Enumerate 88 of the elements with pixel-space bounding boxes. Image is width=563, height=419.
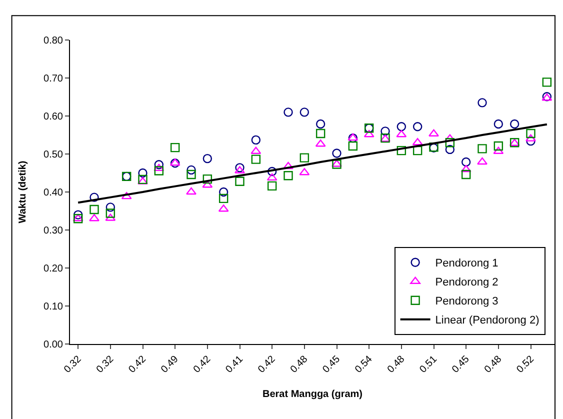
legend-label: Pendorong 3 <box>435 296 498 308</box>
point <box>251 154 261 164</box>
point <box>202 174 212 184</box>
x-axis-title: Berat Mangga (gram) <box>262 388 363 400</box>
x-tick-label: 0.48 <box>386 354 408 376</box>
x-tick-label: 0.45 <box>320 354 343 376</box>
point <box>234 166 245 174</box>
x-tick-label: 0.42 <box>192 354 214 376</box>
point <box>461 157 471 167</box>
point <box>89 214 100 222</box>
point <box>412 146 422 156</box>
point <box>477 157 488 165</box>
point <box>267 166 277 176</box>
x-tick-label: 0.42 <box>126 354 149 376</box>
point <box>284 108 293 117</box>
point <box>428 129 439 136</box>
point <box>106 208 116 218</box>
y-tick-label: 0.40 <box>44 188 64 198</box>
point <box>412 122 422 132</box>
x-tick-label: 0.32 <box>94 354 116 376</box>
point <box>300 108 310 117</box>
point <box>154 164 164 172</box>
point <box>460 164 472 172</box>
x-tick-label: 0.42 <box>256 354 278 376</box>
y-axis-title: Waktu (detik) <box>18 160 29 224</box>
point <box>138 177 148 184</box>
point <box>526 134 536 142</box>
point <box>186 165 196 175</box>
point <box>478 98 487 108</box>
legend-label: Pendorong 1 <box>435 258 498 270</box>
point <box>218 187 228 197</box>
point <box>90 204 99 214</box>
point <box>445 138 455 148</box>
x-tick-label: 0.41 <box>224 354 246 376</box>
point <box>267 181 277 191</box>
point <box>266 173 278 181</box>
point <box>284 171 293 180</box>
x-tick-label: 0.48 <box>288 354 310 376</box>
x-tick-label: 0.51 <box>418 354 440 376</box>
point <box>186 170 196 180</box>
point <box>494 119 504 129</box>
point <box>396 146 406 156</box>
point <box>526 128 536 138</box>
y-tick-label: 0.50 <box>44 150 64 160</box>
point <box>461 170 471 180</box>
point <box>542 78 552 87</box>
y-tick-label: 0.30 <box>44 226 64 236</box>
point <box>332 148 342 158</box>
point <box>235 163 244 172</box>
point <box>283 162 294 170</box>
legend-label: Pendorong 2 <box>435 276 498 289</box>
x-tick-label: 0.54 <box>353 354 376 376</box>
point <box>396 122 406 132</box>
point <box>154 166 164 176</box>
point <box>445 144 455 154</box>
y-tick-label: 0.60 <box>44 112 64 122</box>
point <box>380 126 390 136</box>
point <box>138 168 148 178</box>
y-tick-label: 0.00 <box>44 340 64 350</box>
point <box>106 202 116 212</box>
point <box>154 160 164 170</box>
point <box>526 136 536 146</box>
point <box>170 142 180 152</box>
point <box>494 141 504 151</box>
point <box>510 119 520 129</box>
x-tick-label: 0.45 <box>450 354 472 376</box>
x-tick-label: 0.48 <box>482 354 504 376</box>
y-tick-label: 0.10 <box>44 302 64 312</box>
x-tick-label: 0.49 <box>159 354 182 376</box>
point <box>300 153 310 162</box>
point <box>202 154 212 164</box>
point <box>348 141 358 151</box>
point <box>73 210 83 220</box>
legend-label: Linear (Pendorong 2) <box>435 314 540 327</box>
point <box>478 144 487 154</box>
point <box>316 119 326 129</box>
point <box>235 176 244 186</box>
point <box>90 192 99 202</box>
x-tick-label: 0.52 <box>514 354 537 376</box>
point <box>218 194 228 204</box>
point <box>316 128 326 138</box>
x-tick-label: 0.32 <box>62 354 84 376</box>
point <box>186 187 196 195</box>
point <box>121 192 132 200</box>
point <box>251 135 261 145</box>
y-tick-label: 0.70 <box>44 74 64 84</box>
y-tick-label: 0.80 <box>44 36 64 46</box>
y-tick-label: 0.20 <box>44 264 64 274</box>
